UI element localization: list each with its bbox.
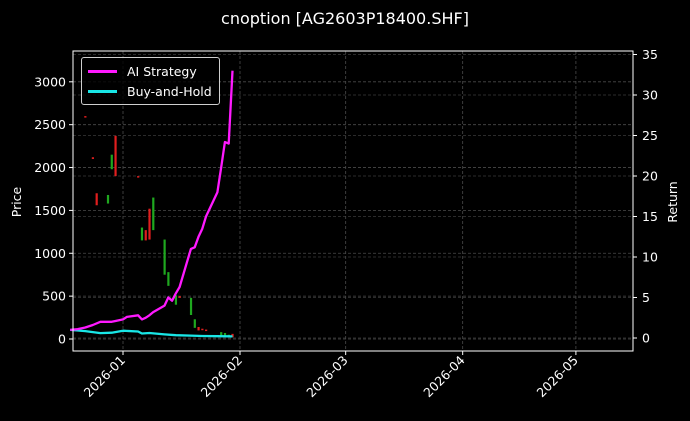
line-buy-and-hold [70,328,233,338]
right-tick-label: 5 [642,290,650,305]
x-tick-label: 2026-05 [533,353,581,401]
x-tick-label: 2026-03 [303,353,351,401]
right-axis: 0 5 10 15 20 25 30 35 [633,47,658,346]
plot-frame [72,50,634,352]
legend: AI Strategy Buy-and-Hold [81,57,220,105]
right-tick-label: 15 [642,209,658,224]
right-tick-label: 30 [642,88,658,103]
legend-label: Buy-and-Hold [127,83,212,99]
legend-item-buy-and-hold: Buy-and-Hold [88,81,212,101]
legend-label: AI Strategy [127,63,197,79]
left-axis: 0 500 1000 1500 2000 2500 3000 [34,74,73,347]
left-tick-label: 3000 [34,74,66,89]
left-tick-label: 1000 [34,246,66,261]
x-axis: 2026-01 2026-02 2026-03 2026-04 2026-05 [81,351,581,400]
left-axis-label: Price [9,186,24,217]
right-tick-label: 35 [642,47,658,62]
left-tick-label: 2000 [34,160,66,175]
legend-swatch-ai-strategy [88,69,117,73]
gridlines [73,51,633,351]
x-tick-label: 2026-04 [420,352,468,400]
legend-swatch-buy-and-hold [88,89,117,93]
x-tick-label: 2026-02 [198,353,246,401]
right-tick-label: 10 [642,250,658,265]
right-tick-label: 20 [642,169,658,184]
right-tick-label: 25 [642,128,658,143]
legend-item-ai-strategy: AI Strategy [88,61,197,81]
right-axis-label: Return [665,181,680,222]
x-tick-label: 2026-01 [81,353,129,401]
left-tick-label: 1500 [34,203,66,218]
right-tick-label: 0 [642,331,650,346]
candlesticks [84,116,234,338]
series-lines [70,70,234,338]
chart-title: cnoption [AG2603P18400.SHF] [221,9,469,28]
left-tick-label: 2500 [34,117,66,132]
left-tick-label: 0 [58,332,66,347]
line-ai-strategy [70,70,234,332]
left-tick-label: 500 [42,289,66,304]
